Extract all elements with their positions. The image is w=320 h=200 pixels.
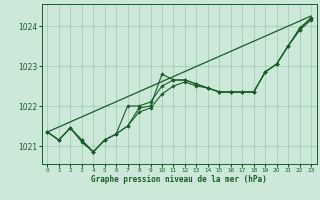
X-axis label: Graphe pression niveau de la mer (hPa): Graphe pression niveau de la mer (hPa): [91, 175, 267, 184]
